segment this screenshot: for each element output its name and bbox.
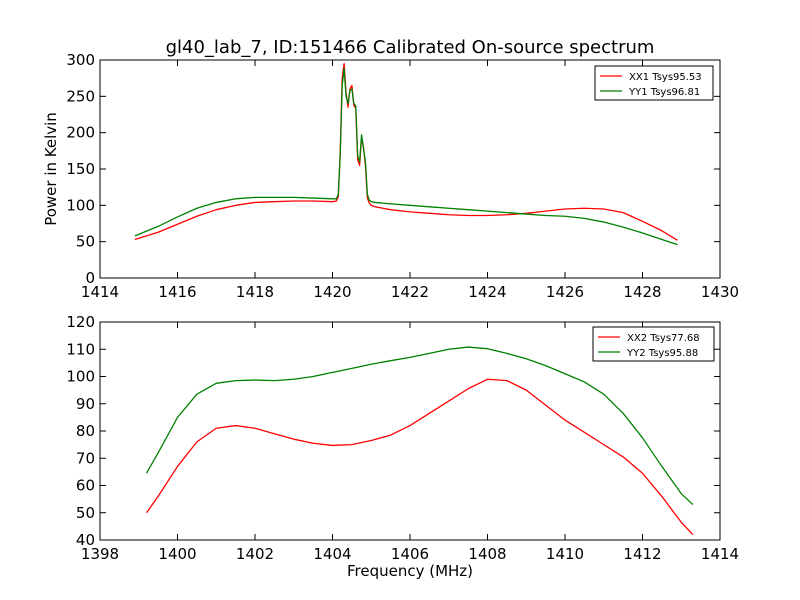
y-tick-label: 250	[66, 87, 95, 105]
x-tick-label: 1404	[313, 545, 351, 563]
legend-box	[594, 65, 714, 101]
y-tick-label: 100	[66, 196, 95, 214]
x-tick-label: 1422	[391, 283, 429, 301]
series-line-yy1	[134, 68, 678, 246]
x-tick-label: 1424	[468, 283, 506, 301]
y-tick-label: 0	[85, 269, 95, 287]
y-tick-label: 40	[76, 531, 95, 549]
y-axis-label: Power in Kelvin	[42, 112, 60, 226]
y-tick-label: 200	[66, 124, 95, 142]
legend-box	[592, 326, 715, 362]
x-tick-label: 1400	[158, 545, 196, 563]
y-tick-label: 80	[76, 422, 95, 440]
y-tick-label: 50	[76, 233, 95, 251]
top-spectrum-axes: 1414 1416 1418 1420 1422 1424 1426 1428 1430 0 50 1…	[42, 51, 739, 301]
y-tick-label: 300	[66, 51, 95, 69]
x-tick-label: 1408	[468, 545, 506, 563]
series-line-yy2	[145, 346, 694, 506]
x-tick-label: 1428	[623, 283, 661, 301]
x-tick-label: 1418	[236, 283, 274, 301]
y-tick-label: 120	[66, 313, 95, 331]
y-tick-label: 50	[76, 504, 95, 522]
series-line-xx2	[145, 378, 694, 535]
x-tick-label: 1402	[236, 545, 274, 563]
y-tick-label: 70	[76, 449, 95, 467]
y-tick-label: 90	[76, 395, 95, 413]
x-tick-label: 1414	[81, 283, 119, 301]
legend: XX1 Tsys95.53 YY1 Tsys96.81	[594, 65, 714, 101]
legend-entry: YY2 Tsys95.88	[626, 348, 698, 359]
chart-title: gl40_lab_7, ID:151466 Calibrated On-sour…	[166, 37, 655, 58]
legend: XX2 Tsys77.68 YY2 Tsys95.88	[592, 326, 715, 362]
x-tick-label: 1406	[391, 545, 429, 563]
x-tick-label: 1430	[701, 283, 739, 301]
legend-entry: XX1 Tsys95.53	[629, 72, 702, 83]
x-tick-label: 1414	[701, 545, 739, 563]
x-axis-label: Frequency (MHz)	[347, 562, 473, 580]
x-tick-label: 1398	[81, 545, 119, 563]
y-tick-label: 60	[76, 477, 95, 495]
x-tick-label: 1416	[158, 283, 196, 301]
x-tick-label: 1410	[546, 545, 584, 563]
legend-entry: YY1 Tsys96.81	[628, 87, 700, 98]
legend-entry: XX2 Tsys77.68	[627, 333, 700, 344]
bottom-spectrum-axes: 1398 1400 1402 1404 1406 1408 1410 1412 1414 40 50…	[66, 313, 739, 580]
x-tick-label: 1426	[546, 283, 584, 301]
y-tick-label: 150	[66, 160, 95, 178]
y-tick-label: 100	[66, 368, 95, 386]
x-tick-label: 1420	[313, 283, 351, 301]
x-tick-label: 1412	[623, 545, 661, 563]
y-tick-label: 110	[66, 340, 95, 358]
